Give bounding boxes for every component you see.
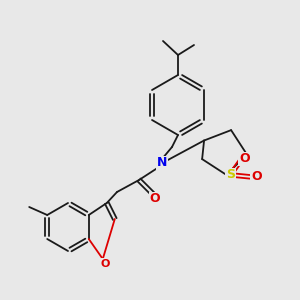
Text: O: O (150, 193, 160, 206)
Text: O: O (100, 259, 110, 269)
Text: O: O (251, 170, 262, 183)
Text: O: O (239, 152, 250, 165)
Text: N: N (157, 157, 167, 169)
Text: S: S (226, 168, 235, 182)
